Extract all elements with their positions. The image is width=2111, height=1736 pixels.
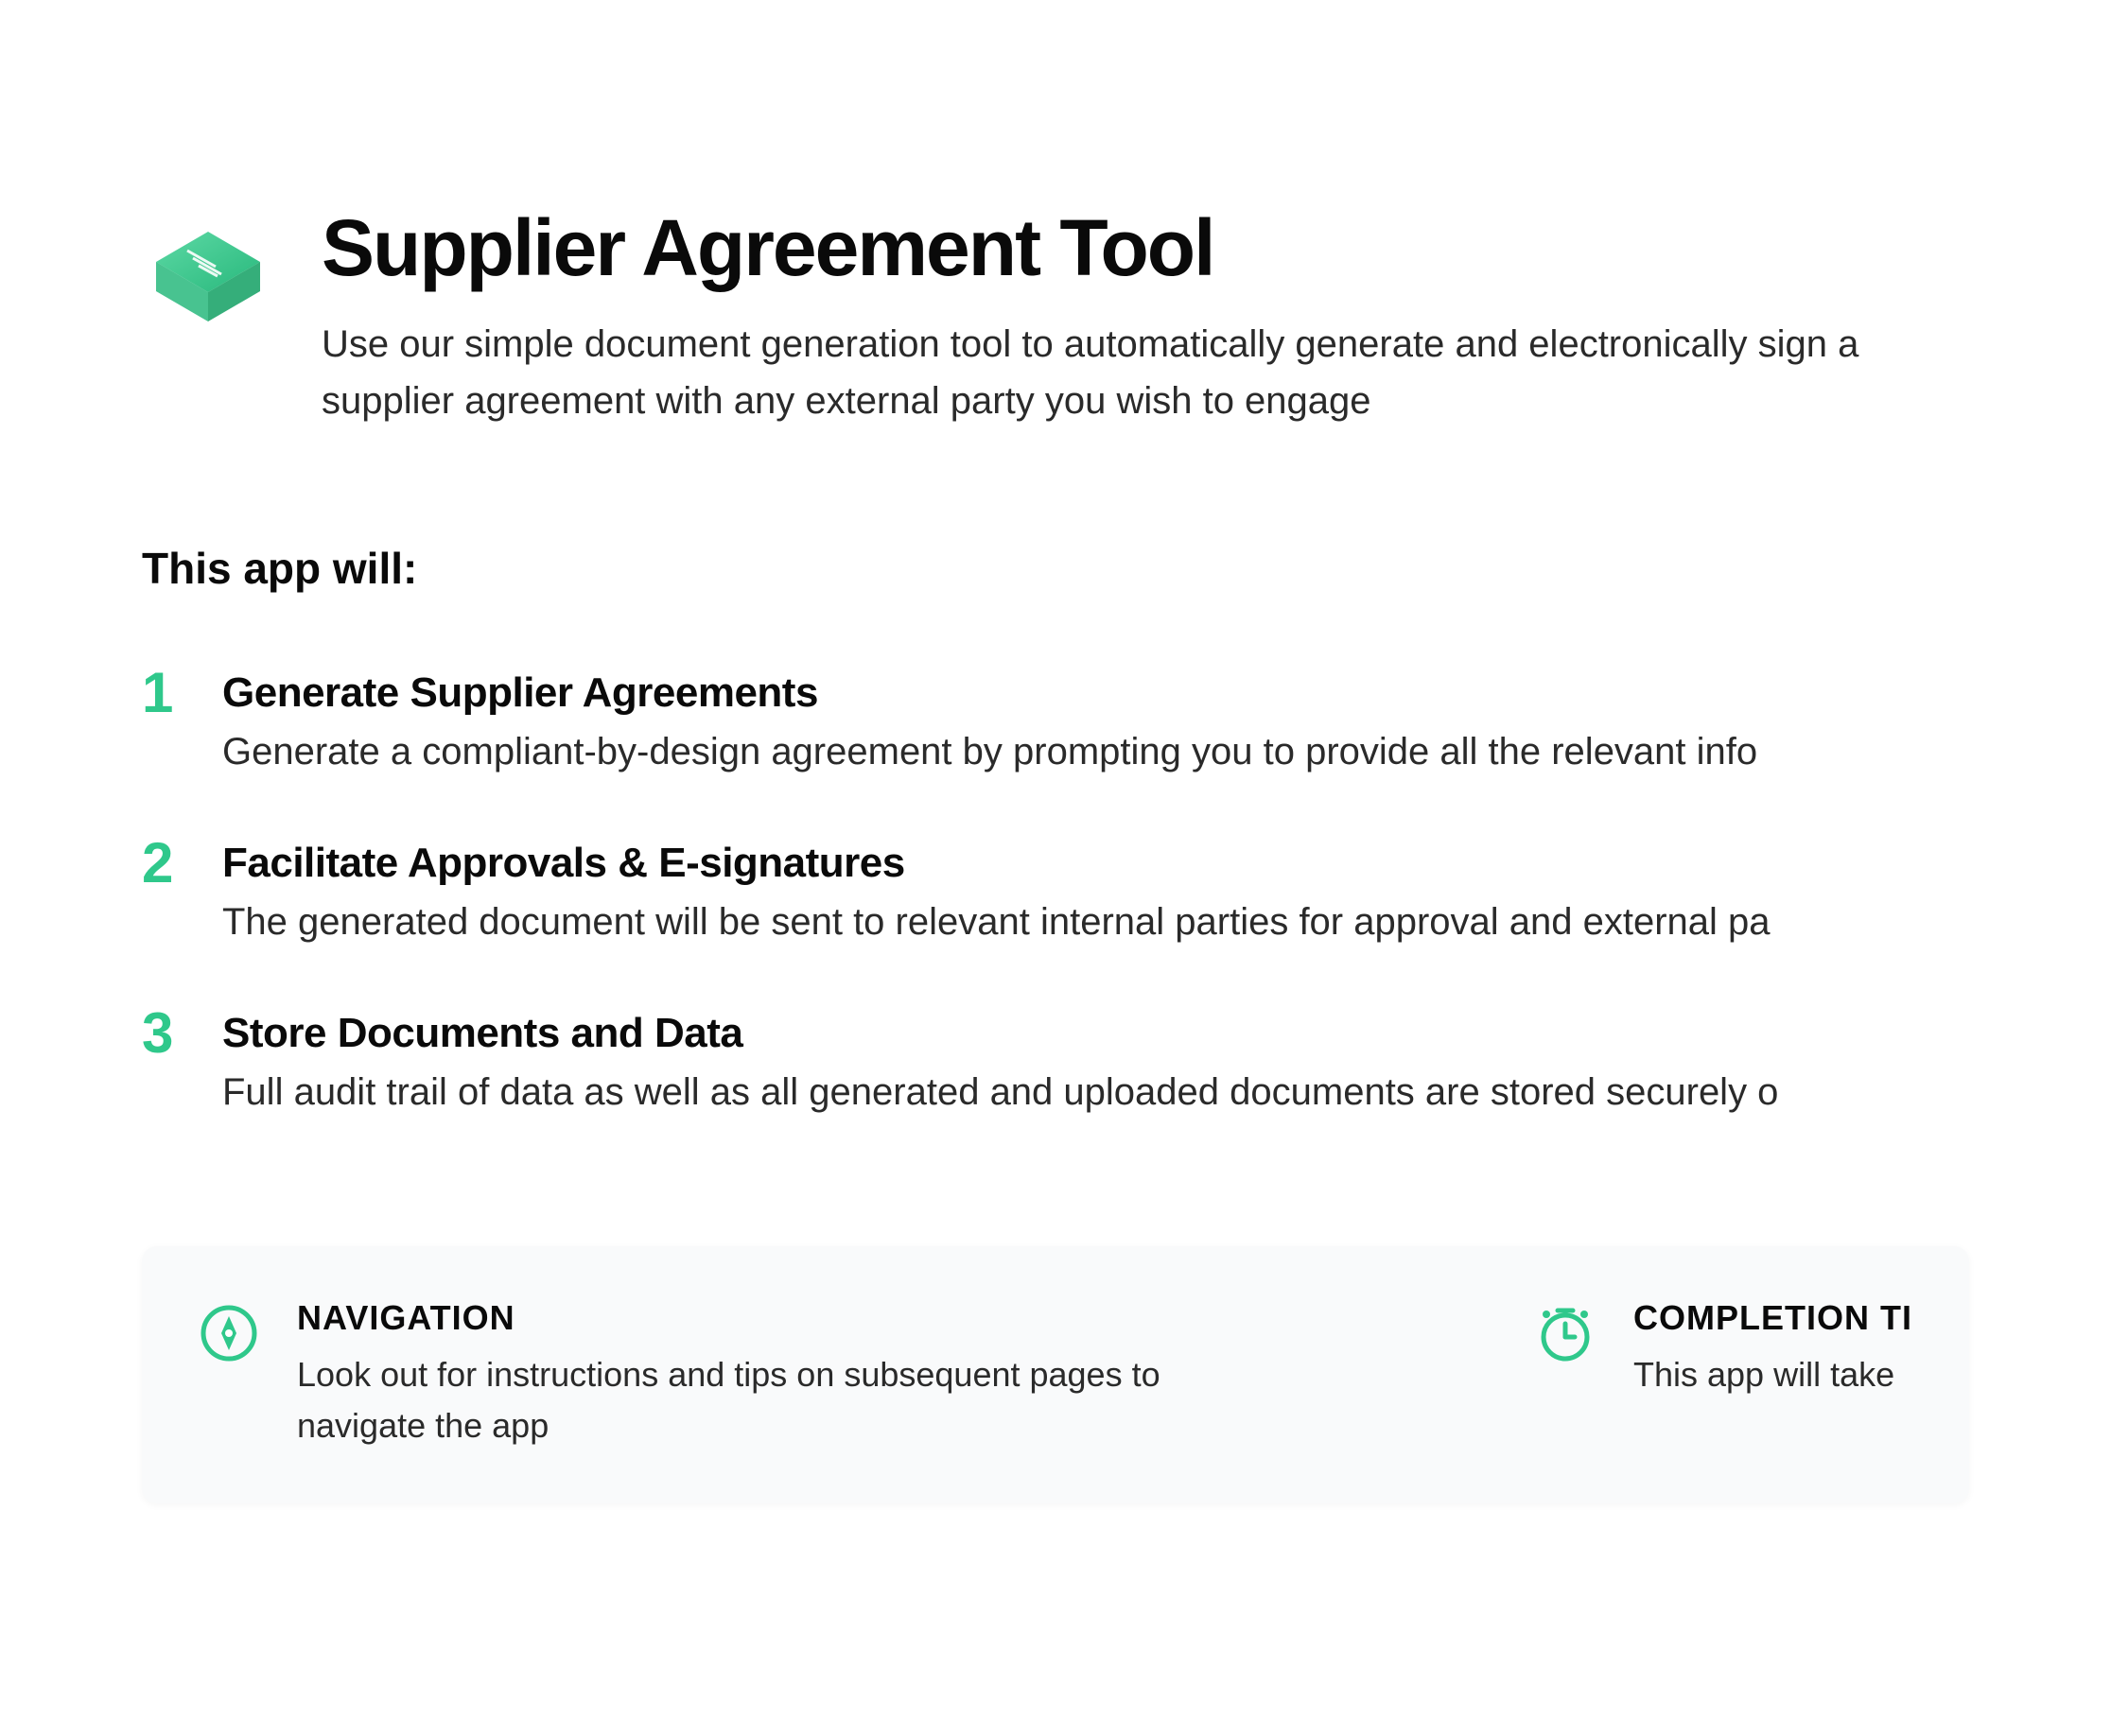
info-description: Look out for instructions and tips on su… xyxy=(297,1349,1167,1451)
feature-item: 3 Store Documents and Data Full audit tr… xyxy=(142,1010,1969,1114)
info-section-navigation: NAVIGATION Look out for instructions and… xyxy=(199,1298,1167,1451)
clock-icon xyxy=(1535,1303,1596,1363)
info-title: COMPLETION TI xyxy=(1633,1298,1912,1338)
feature-description: Full audit trail of data as well as all … xyxy=(222,1071,1969,1114)
info-title: NAVIGATION xyxy=(297,1298,1167,1338)
section-heading: This app will: xyxy=(142,543,1969,594)
compass-icon xyxy=(199,1303,259,1363)
feature-content: Store Documents and Data Full audit trai… xyxy=(222,1010,1969,1114)
feature-item: 2 Facilitate Approvals & E-signatures Th… xyxy=(142,840,1969,944)
feature-list: 1 Generate Supplier Agreements Generate … xyxy=(142,669,1969,1114)
info-section-completion: COMPLETION TI This app will take xyxy=(1535,1298,1912,1400)
feature-description: The generated document will be sent to r… xyxy=(222,901,1969,944)
info-bar: NAVIGATION Look out for instructions and… xyxy=(142,1246,1969,1503)
info-text: COMPLETION TI This app will take xyxy=(1633,1298,1912,1400)
feature-item: 1 Generate Supplier Agreements Generate … xyxy=(142,669,1969,773)
header: Supplier Agreement Tool Use our simple d… xyxy=(142,208,1969,429)
feature-title: Generate Supplier Agreements xyxy=(222,669,1969,717)
feature-number: 1 xyxy=(142,665,180,721)
page-title: Supplier Agreement Tool xyxy=(322,208,1969,287)
feature-title: Facilitate Approvals & E-signatures xyxy=(222,840,1969,887)
feature-number: 2 xyxy=(142,835,180,892)
feature-number: 3 xyxy=(142,1005,180,1062)
info-text: NAVIGATION Look out for instructions and… xyxy=(297,1298,1167,1451)
feature-description: Generate a compliant-by-design agreement… xyxy=(222,731,1969,773)
app-card: Supplier Agreement Tool Use our simple d… xyxy=(0,0,2111,1736)
info-description: This app will take xyxy=(1633,1349,1912,1400)
feature-content: Facilitate Approvals & E-signatures The … xyxy=(222,840,1969,944)
feature-content: Generate Supplier Agreements Generate a … xyxy=(222,669,1969,773)
header-text: Supplier Agreement Tool Use our simple d… xyxy=(322,208,1969,429)
page-subtitle: Use our simple document generation tool … xyxy=(322,316,1969,429)
app-icon xyxy=(142,217,274,350)
feature-title: Store Documents and Data xyxy=(222,1010,1969,1057)
